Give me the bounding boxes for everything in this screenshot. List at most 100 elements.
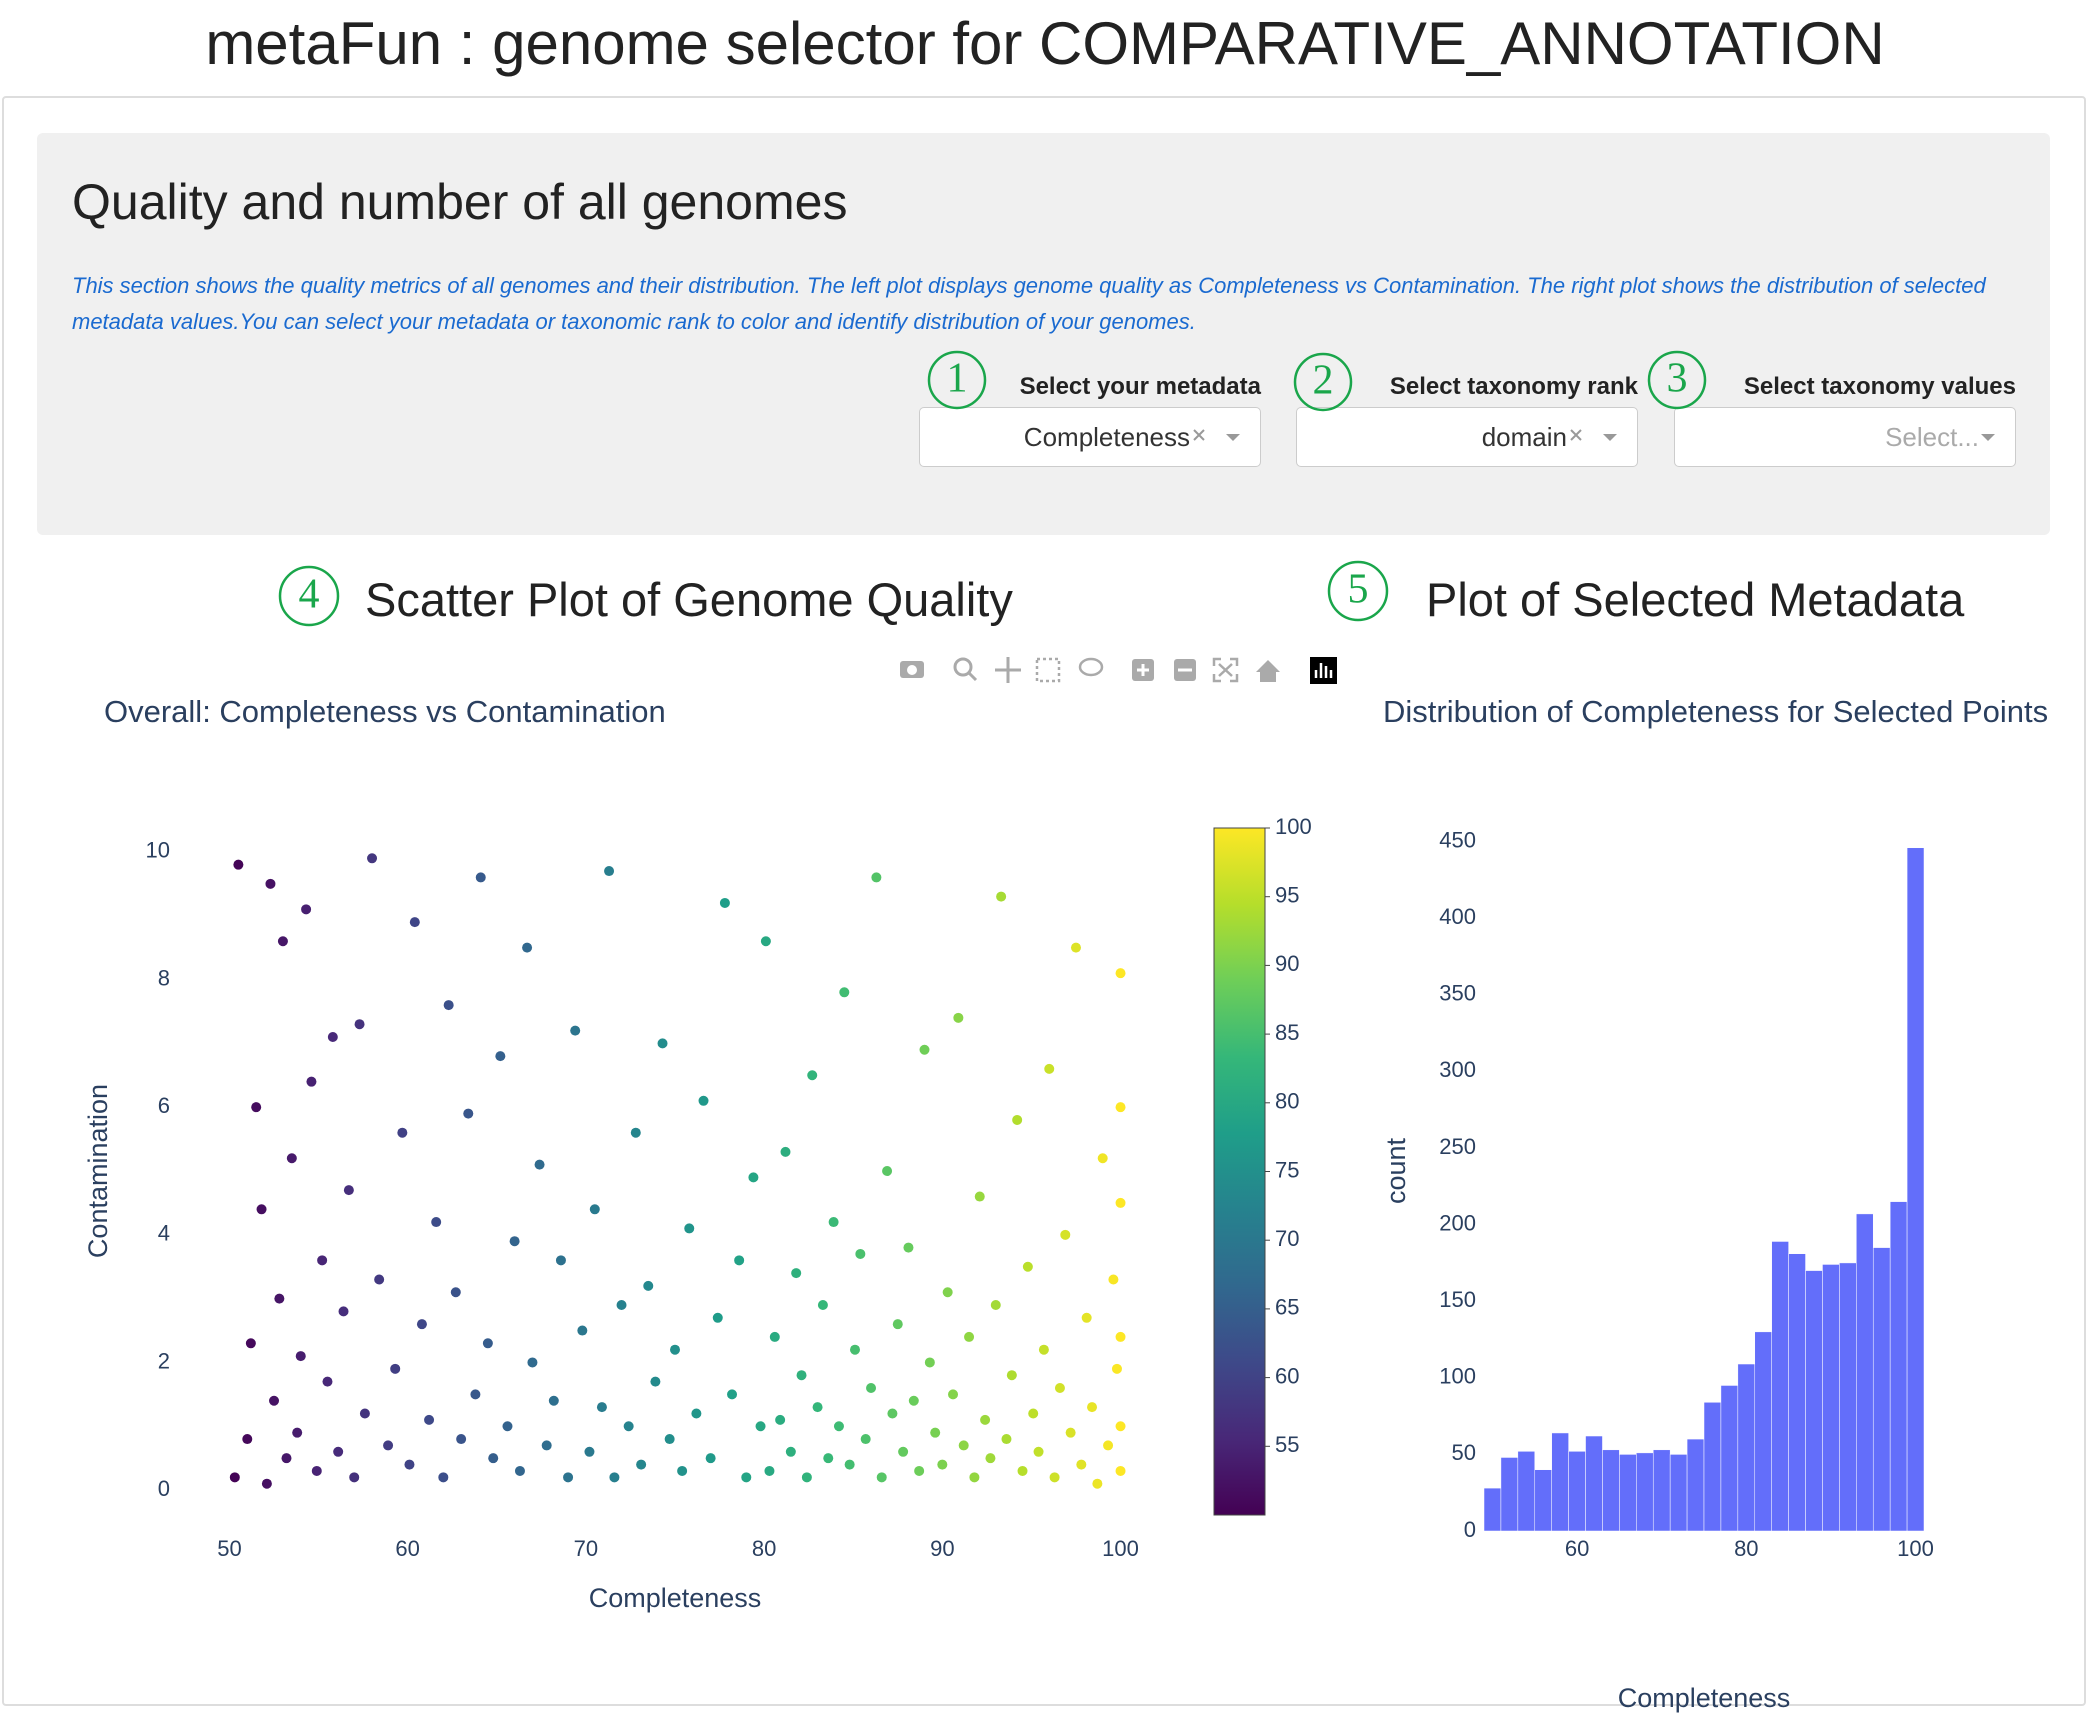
scatter-point	[1001, 1434, 1012, 1445]
lasso-button[interactable]	[1078, 657, 1104, 677]
scatter-point	[327, 1031, 338, 1042]
histogram-bar	[1720, 1385, 1739, 1532]
histogram-bar	[1805, 1270, 1823, 1532]
x-tick-label: 60	[1565, 1536, 1589, 1561]
dropdown-value: domain	[1481, 422, 1567, 452]
scatter-point	[584, 1446, 595, 1457]
scatter-point	[734, 1255, 745, 1266]
scatter-point	[333, 1446, 344, 1457]
histogram-bar	[1483, 1487, 1502, 1532]
metadata-dropdown[interactable]: Completeness	[919, 407, 1261, 467]
scatter-point	[650, 1376, 661, 1387]
plotly-logo[interactable]	[1310, 657, 1337, 684]
histogram-bar	[1703, 1402, 1722, 1532]
dropdown-arrow[interactable]	[1226, 434, 1240, 441]
scatter-point	[1012, 1114, 1023, 1125]
histogram-bar	[1652, 1449, 1671, 1532]
chart-title: Distribution of Completeness for Selecte…	[1383, 694, 2048, 729]
scatter-point	[470, 1389, 481, 1400]
scatter-point	[404, 1459, 415, 1470]
chart-title: Overall: Completeness vs Contamination	[104, 694, 666, 729]
scatter-point	[409, 917, 420, 928]
dropdown-arrow[interactable]	[1981, 434, 1995, 441]
scatter-point	[242, 1434, 253, 1445]
scatter-point	[807, 1070, 818, 1081]
zoom-out-button[interactable]	[1174, 659, 1196, 681]
scatter-point	[261, 1478, 272, 1489]
y-tick-label: 350	[1439, 981, 1476, 1006]
x-tick-label: 50	[217, 1536, 241, 1561]
zoom-in-button[interactable]	[1132, 659, 1154, 681]
zoom-button[interactable]	[953, 657, 978, 682]
panel-description: This section shows the quality metrics o…	[72, 273, 1986, 334]
scatter-point	[796, 1370, 807, 1381]
scatter-point	[514, 1465, 525, 1476]
colorbar-tick-label: 100	[1275, 814, 1312, 839]
scatter-point	[1028, 1408, 1039, 1419]
scatter-point	[990, 1300, 1001, 1311]
taxonomy-values-dropdown[interactable]: Select...	[1674, 407, 2016, 467]
scatter-point	[1108, 1274, 1119, 1285]
scatter-point	[691, 1408, 702, 1419]
step-number: 5	[1348, 567, 1369, 613]
y-tick-label: 10	[146, 838, 170, 863]
autoscale-button[interactable]	[1212, 657, 1239, 683]
dropdown-arrow[interactable]	[1603, 434, 1617, 441]
section-title: Scatter Plot of Genome Quality	[365, 573, 1013, 626]
y-tick-label: 150	[1439, 1287, 1476, 1312]
rank-dropdown[interactable]: domain	[1296, 407, 1638, 467]
step-circle	[927, 350, 987, 410]
step-number: 4	[299, 572, 320, 618]
clear-icon[interactable]	[1193, 429, 1205, 441]
scatter-point	[367, 853, 378, 864]
scatter-point	[456, 1434, 467, 1445]
scatter-point	[416, 1319, 427, 1330]
camera-button[interactable]	[900, 661, 924, 678]
reset-button[interactable]	[1256, 660, 1280, 682]
y-tick-label: 0	[158, 1476, 170, 1501]
scatter-point	[555, 1255, 566, 1266]
step-circle	[278, 565, 340, 627]
pan-button[interactable]	[995, 657, 1021, 683]
histogram-bar	[1856, 1213, 1874, 1532]
scatter-point	[295, 1351, 306, 1362]
histogram-bar	[1872, 1247, 1891, 1532]
scatter-point	[860, 1434, 871, 1445]
box-select-button[interactable]	[1035, 657, 1061, 683]
scatter-point	[1070, 942, 1081, 953]
scatter-point	[374, 1274, 385, 1285]
colorbar-tick-label: 60	[1275, 1363, 1299, 1388]
scatter-point	[359, 1408, 370, 1419]
histogram-bar	[1500, 1457, 1519, 1532]
scatter-point	[349, 1472, 360, 1483]
scatter-point	[570, 1025, 581, 1036]
scatter-point	[338, 1306, 349, 1317]
x-axis-title: Completeness	[1618, 1683, 1791, 1713]
scatter-point	[438, 1472, 449, 1483]
scatter-point	[1060, 1229, 1071, 1240]
scatter-point	[849, 1344, 860, 1355]
scatter-point	[866, 1382, 877, 1393]
scatter-point	[301, 904, 312, 915]
control-label: Select taxonomy rank	[1389, 373, 1638, 400]
scatter-point	[397, 1127, 408, 1138]
histogram-bar	[1737, 1363, 1756, 1532]
modebar	[900, 657, 1337, 684]
scatter-point	[1065, 1427, 1076, 1438]
dropdown-placeholder: Select...	[1885, 422, 1979, 452]
scatter-point	[871, 872, 882, 883]
scatter-point	[1033, 1446, 1044, 1457]
clear-icon[interactable]	[1570, 429, 1582, 441]
scatter-point	[1111, 1363, 1122, 1374]
scatter-point	[684, 1223, 695, 1234]
scatter-point	[509, 1236, 520, 1247]
scatter-point	[488, 1453, 499, 1464]
dropdown-icons	[1981, 434, 1995, 441]
scatter-point	[985, 1453, 996, 1464]
scatter-point	[958, 1440, 969, 1451]
scatter-point	[919, 1044, 930, 1055]
scatter-point	[924, 1357, 935, 1368]
scatter-point	[443, 1000, 454, 1011]
